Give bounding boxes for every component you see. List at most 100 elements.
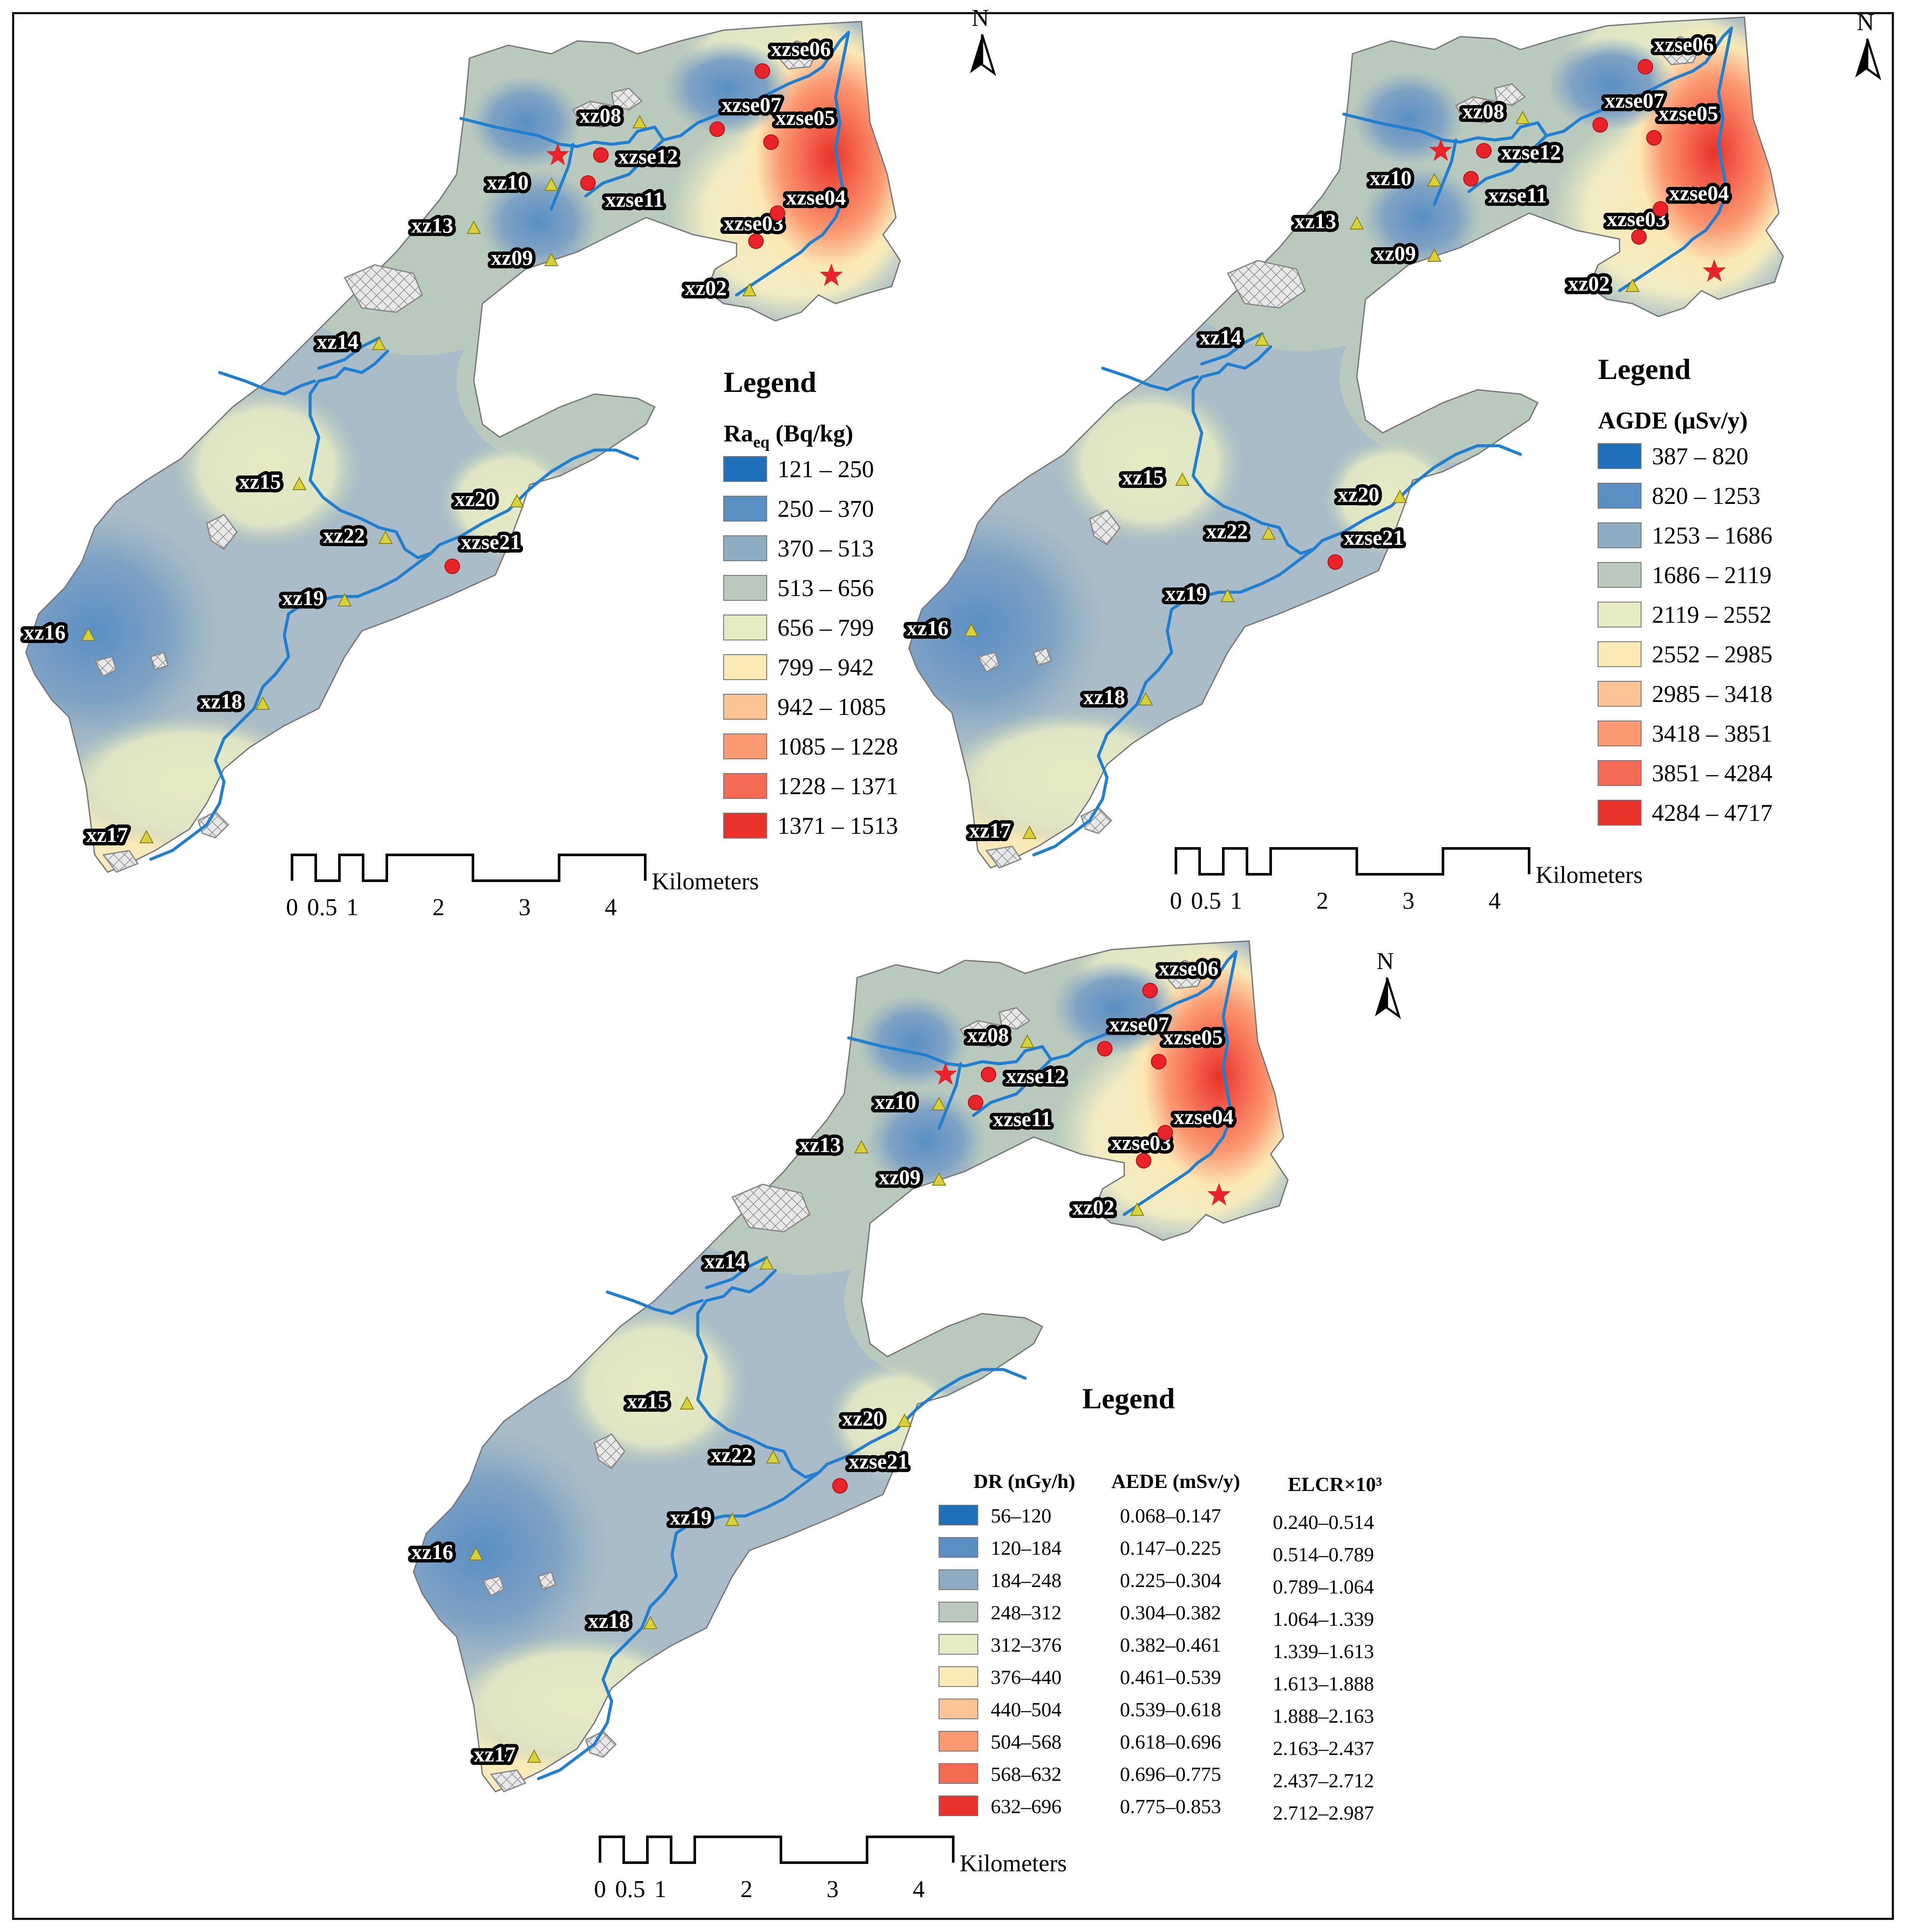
legend1-swatch-8 [723, 773, 767, 799]
legend-variable-1: Raeq (Bq/kg) [724, 420, 853, 451]
legend2-swatch-4 [1598, 602, 1642, 627]
site1-label-xz14: xz14 [317, 329, 358, 354]
site3-label-xz09: xz09 [879, 1165, 920, 1189]
sample-site-circle-icon [1592, 117, 1608, 133]
legend1-class-label-3: 513 – 656 [777, 575, 874, 602]
legend3-aede-label-1: 0.147–0.225 [1120, 1537, 1221, 1559]
scale3-tick-5: 4 [913, 1876, 925, 1903]
north-arrow-1: N [970, 5, 994, 73]
scale1-tick-2: 1 [346, 894, 358, 921]
legend3-aede-label-6: 0.539–0.618 [1120, 1699, 1221, 1721]
legend3-dr-label-0: 56–120 [991, 1505, 1051, 1527]
legend3-elcr-label-1: 0.514–0.789 [1273, 1544, 1374, 1566]
site1-label-xz09: xz09 [491, 245, 533, 270]
sample-site-circle-icon [1653, 201, 1668, 217]
legend2-class-label-8: 3851 – 4284 [1652, 760, 1772, 787]
legend3-elcr-label-4: 1.339–1.613 [1273, 1640, 1374, 1663]
site1-label-xz02: xz02 [685, 276, 727, 300]
site1-label-xz17: xz17 [86, 823, 128, 847]
legend-agde: Legend AGDE (μSv/y) 387 – 820 820 – 1253 1… [1598, 353, 1772, 826]
legend3-swatch-3 [939, 1602, 978, 1622]
legend3-dr-label-2: 184–248 [991, 1569, 1062, 1592]
legend1-swatch-3 [723, 575, 767, 601]
site3-label-xz02: xz02 [1073, 1195, 1114, 1219]
legend2-class-label-1: 820 – 1253 [1652, 483, 1760, 509]
scale2-tick-5: 4 [1489, 888, 1501, 914]
legend1-class-label-1: 250 – 370 [777, 496, 874, 522]
sample-site-circle-icon [445, 559, 460, 574]
legend1-class-label-6: 942 – 1085 [777, 694, 886, 721]
legend3-aede-label-3: 0.304–0.382 [1120, 1602, 1221, 1624]
legend-variable-2: AGDE (μSv/y) [1598, 407, 1748, 434]
legend3-elcr-label-5: 1.613–1.888 [1273, 1673, 1374, 1695]
site1-label-xz16: xz16 [24, 620, 65, 644]
site1-label-xz18: xz18 [200, 689, 242, 713]
legend2-class-label-2: 1253 – 1686 [1652, 522, 1772, 549]
legend1-swatch-6 [723, 694, 767, 720]
legend3-aede-label-2: 0.225–0.304 [1120, 1569, 1221, 1592]
legend1-class-label-7: 1085 – 1228 [777, 733, 898, 760]
sample-site-circle-icon [593, 147, 609, 163]
site2-label-xz14: xz14 [1200, 325, 1241, 349]
sample-site-circle-icon [1476, 143, 1492, 158]
sample-sites-3: xz02 xz08 xz09 xz10 xz13 xz14 xz15 xz16 xz17 xz18… [408, 953, 1237, 1770]
site3-label-xz20: xz20 [842, 1406, 884, 1430]
site2-label-xzse07: xzse07 [1604, 88, 1664, 112]
legend3-elcr-label-2: 0.789–1.064 [1273, 1576, 1374, 1598]
map-panel-agde: xz02 xz08 xz09 xz10 xz13 xz14 xz15 xz16 xz17 xz18… [849, 0, 1839, 928]
scale1-tick-1: 0.5 [307, 894, 337, 921]
site3-label-xzse12: xzse12 [1006, 1064, 1066, 1088]
sample-site-circle-icon [1097, 1041, 1113, 1056]
site1-label-xz13: xz13 [411, 213, 453, 237]
scale3-tick-2: 1 [654, 1876, 666, 1903]
legend3-swatch-8 [939, 1763, 978, 1784]
legend3-swatch-1 [939, 1537, 978, 1558]
legend3-aede-label-9: 0.775–0.853 [1120, 1795, 1221, 1818]
site1-label-xzse04: xzse04 [786, 185, 846, 209]
sample-site-circle-icon [1142, 983, 1158, 998]
scale1-tick-0: 0 [286, 894, 298, 921]
legend1-class-label-8: 1228 – 1371 [777, 773, 898, 800]
site3-label-xzse11: xzse11 [993, 1107, 1051, 1131]
legend1-swatch-1 [723, 496, 767, 522]
site1-label-xz08: xz08 [579, 103, 621, 127]
site1-label-xzse21: xzse21 [461, 530, 521, 554]
site2-label-xzse06: xzse06 [1654, 32, 1714, 56]
legend3-elcr-label-9: 2.712–2.987 [1273, 1802, 1374, 1824]
site3-label-xzse06: xzse06 [1159, 956, 1219, 980]
legend3-dr-label-1: 120–184 [991, 1537, 1062, 1559]
site1-label-xz22: xz22 [323, 523, 365, 547]
site1-label-xz10: xz10 [487, 170, 529, 194]
sample-site-circle-icon [709, 121, 725, 137]
site2-label-xzse05: xzse05 [1658, 101, 1718, 125]
site3-label-xzse04: xzse04 [1174, 1105, 1234, 1129]
legend1-swatch-7 [723, 733, 767, 759]
legend3-elcr-label-8: 2.437–2.712 [1273, 1770, 1374, 1792]
legend3-dr-label-6: 440–504 [991, 1699, 1062, 1721]
site1-label-xzse03: xzse03 [724, 211, 784, 235]
site3-label-xz18: xz18 [588, 1609, 630, 1633]
legend-title-1: Legend [724, 366, 817, 398]
north-arrow-3: N [1375, 948, 1399, 1016]
legend-header-aede: AEDE (mSv/y) [1111, 1470, 1240, 1493]
site3-label-xzse05: xzse05 [1163, 1025, 1223, 1049]
site2-label-xz16: xz16 [907, 616, 948, 640]
site2-label-xzse11: xzse11 [1488, 183, 1547, 207]
scale3-tick-0: 0 [594, 1876, 606, 1903]
legend-header-elcr: ELCR×10³ [1288, 1473, 1382, 1496]
scale2-unit: Kilometers [1536, 862, 1643, 888]
figure-frame [12, 12, 1894, 1920]
legend3-aede-label-7: 0.618–0.696 [1120, 1731, 1221, 1753]
legend2-swatch-8 [1598, 760, 1642, 786]
legend2-class-label-9: 4284 – 4717 [1652, 800, 1772, 826]
site2-label-xz15: xz15 [1122, 465, 1164, 489]
legend3-swatch-4 [939, 1634, 978, 1655]
site3-label-xz10: xz10 [874, 1090, 916, 1114]
legend2-swatch-0 [1598, 443, 1642, 469]
legend1-class-label-0: 121 – 250 [777, 456, 874, 483]
site3-label-xzse07: xzse07 [1109, 1012, 1169, 1036]
legend-title-2: Legend [1598, 353, 1691, 385]
legend1-class-label-9: 1371 – 1513 [777, 813, 898, 839]
legend3-dr-label-8: 568–632 [991, 1763, 1062, 1786]
site2-label-xz17: xz17 [969, 818, 1011, 842]
